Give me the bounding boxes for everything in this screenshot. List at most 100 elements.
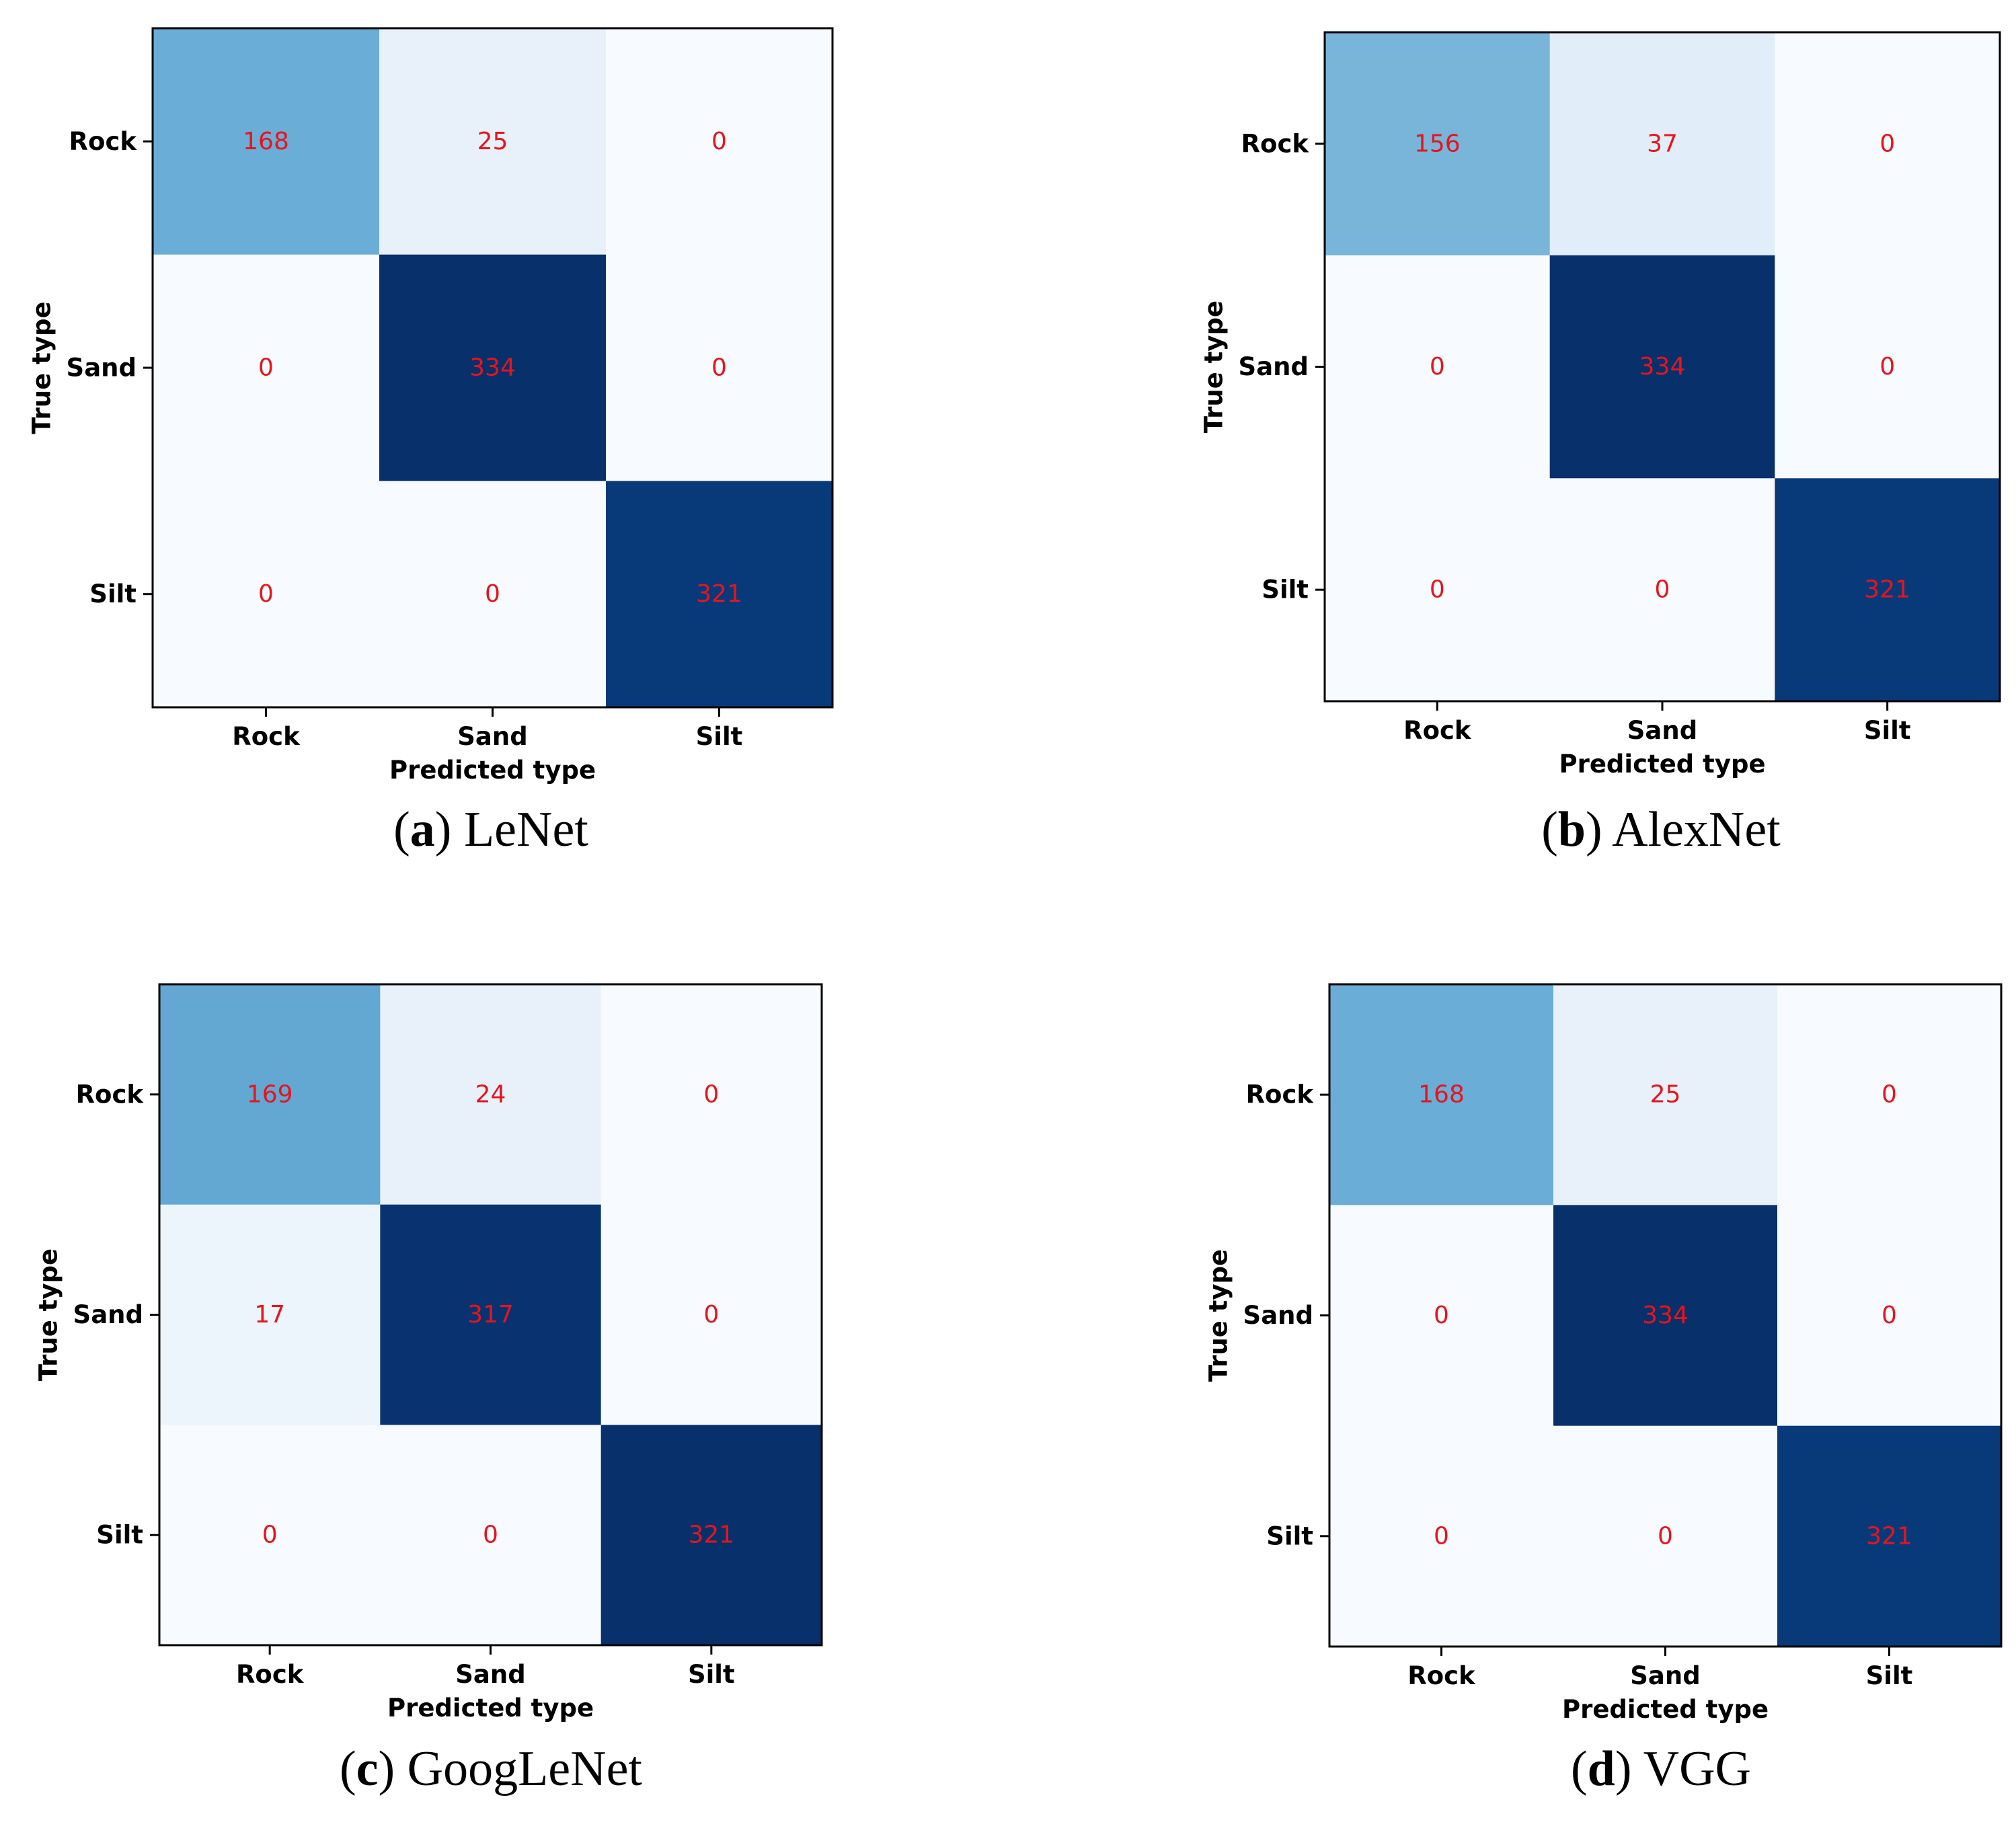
heatmap-cell <box>379 28 607 255</box>
heatmap-cell <box>380 984 602 1205</box>
heatmap-cell <box>1325 478 1551 702</box>
x-tick-label: Sand <box>1630 1661 1700 1690</box>
confusion-matrix-panel-b: 156 37 0 0 334 0 0 0 321 Rock Sand Silt Rock Sand Silt… <box>1200 31 2001 857</box>
heatmap-cell <box>159 1425 381 1646</box>
caption-letter: d <box>1588 1741 1615 1796</box>
cell-value-label: 0 <box>1655 576 1670 604</box>
caption-letter: c <box>356 1741 379 1796</box>
confusion-matrix-panel-a: 168 25 0 0 334 0 0 0 321 Rock Sand Silt Rock Sand Silt… <box>28 27 834 857</box>
y-tick-label: Rock <box>1246 1080 1315 1109</box>
cell-value-label: 317 <box>467 1301 514 1329</box>
panel-caption: (d) VGG <box>1571 1741 1751 1796</box>
heatmap-cell <box>380 1204 602 1425</box>
heatmap-cell <box>1775 478 2001 702</box>
caption-model-name: GoogLeNet <box>408 1741 643 1796</box>
heatmap-cell <box>606 254 833 481</box>
cell-value-label: 334 <box>1642 1302 1689 1329</box>
cell-value-label: 0 <box>1879 353 1895 381</box>
cell-value-label: 0 <box>703 1080 719 1108</box>
panel-caption: (a) LeNet <box>393 802 588 857</box>
cell-value-label: 169 <box>247 1080 293 1108</box>
heatmap-cell <box>600 984 822 1205</box>
cell-value-label: 0 <box>1658 1522 1673 1550</box>
y-tick-label: Sand <box>1239 352 1309 381</box>
x-tick-label: Silt <box>688 1660 735 1689</box>
cell-value-label: 25 <box>1650 1081 1681 1109</box>
heatmap-cell <box>1777 984 2002 1205</box>
caption-model-name: LeNet <box>464 802 588 857</box>
caption-open-paren: ( <box>1571 1741 1588 1796</box>
heatmap-cell <box>600 1425 822 1646</box>
caption-model-name: AlexNet <box>1612 802 1781 857</box>
panel-caption: (c) GoogLeNet <box>340 1741 642 1796</box>
heatmap-cell <box>380 1425 602 1646</box>
y-tick-label: Rock <box>1241 129 1310 158</box>
heatmap-cell <box>606 481 833 708</box>
heatmap-cell <box>1549 478 1775 702</box>
heatmap-cell <box>159 1204 381 1425</box>
cell-value-label: 0 <box>1434 1302 1449 1329</box>
y-axis-label: True type <box>34 1249 63 1381</box>
heatmap-cell <box>1775 32 2001 256</box>
cell-value-label: 37 <box>1647 130 1678 157</box>
heatmap-cell <box>600 1204 822 1425</box>
cell-value-label: 0 <box>262 1521 278 1549</box>
heatmap-cell <box>1325 32 1551 256</box>
heatmap-cell <box>1329 984 1554 1205</box>
cell-value-label: 24 <box>475 1080 506 1108</box>
y-tick-label: Rock <box>69 127 138 156</box>
cell-value-label: 0 <box>1430 353 1445 381</box>
x-tick-label: Silt <box>1864 716 1911 745</box>
cell-value-label: 321 <box>688 1521 734 1549</box>
cell-value-label: 0 <box>703 1301 719 1329</box>
heatmap-cell <box>1329 1425 1554 1647</box>
x-tick-label: Silt <box>1866 1661 1913 1690</box>
heatmap-cell <box>1549 255 1775 479</box>
cell-value-label: 0 <box>1882 1302 1897 1329</box>
confusion-matrix-panel-d: 168 25 0 0 334 0 0 0 321 Rock Sand Silt Rock Sand Silt… <box>1204 983 2003 1796</box>
cell-value-label: 0 <box>711 128 727 155</box>
cell-value-label: 168 <box>243 128 289 155</box>
y-axis-label: True type <box>1204 1249 1233 1382</box>
caption-close-paren: ) <box>1586 802 1612 857</box>
heatmap-cell <box>153 28 380 255</box>
heatmap-cell <box>1325 255 1551 479</box>
x-tick-label: Sand <box>455 1660 525 1689</box>
heatmap-cell <box>1553 1425 1778 1647</box>
cell-value-label: 0 <box>1879 130 1895 157</box>
x-axis-label: Predicted type <box>1559 750 1765 779</box>
cell-value-label: 334 <box>1639 353 1686 381</box>
x-tick-label: Silt <box>696 722 743 751</box>
cell-value-label: 25 <box>477 128 508 155</box>
x-tick-label: Rock <box>236 1660 305 1689</box>
heatmap-cell <box>1553 984 1778 1205</box>
cell-value-label: 321 <box>1866 1522 1912 1550</box>
y-tick-label: Sand <box>73 1300 143 1329</box>
y-axis-label: True type <box>1200 301 1229 433</box>
y-tick-label: Silt <box>89 580 137 608</box>
x-axis-label: Predicted type <box>387 1694 594 1722</box>
caption-letter: b <box>1558 802 1586 857</box>
y-tick-label: Silt <box>96 1521 143 1550</box>
panel-caption: (b) AlexNet <box>1541 802 1781 857</box>
cell-value-label: 0 <box>1434 1522 1449 1550</box>
x-tick-label: Sand <box>1627 716 1697 745</box>
y-axis-label: True type <box>28 301 56 434</box>
cell-value-label: 168 <box>1418 1081 1465 1109</box>
heatmap-cell <box>1777 1205 2002 1427</box>
heatmap-cell <box>1777 1425 2002 1647</box>
caption-open-paren: ( <box>340 1741 356 1796</box>
caption-close-paren: ) <box>1615 1741 1643 1796</box>
heatmap-cell <box>1549 32 1775 256</box>
heatmap-cell <box>153 481 380 708</box>
cell-value-label: 321 <box>696 580 742 608</box>
caption-open-paren: ( <box>393 802 410 857</box>
cell-value-label: 156 <box>1414 130 1461 157</box>
cell-value-label: 0 <box>485 580 500 608</box>
cell-value-label: 0 <box>1430 576 1445 604</box>
cell-value-label: 0 <box>258 354 274 382</box>
x-tick-label: Sand <box>457 722 527 751</box>
heatmap-cell <box>379 254 607 481</box>
cell-value-label: 334 <box>469 354 516 382</box>
